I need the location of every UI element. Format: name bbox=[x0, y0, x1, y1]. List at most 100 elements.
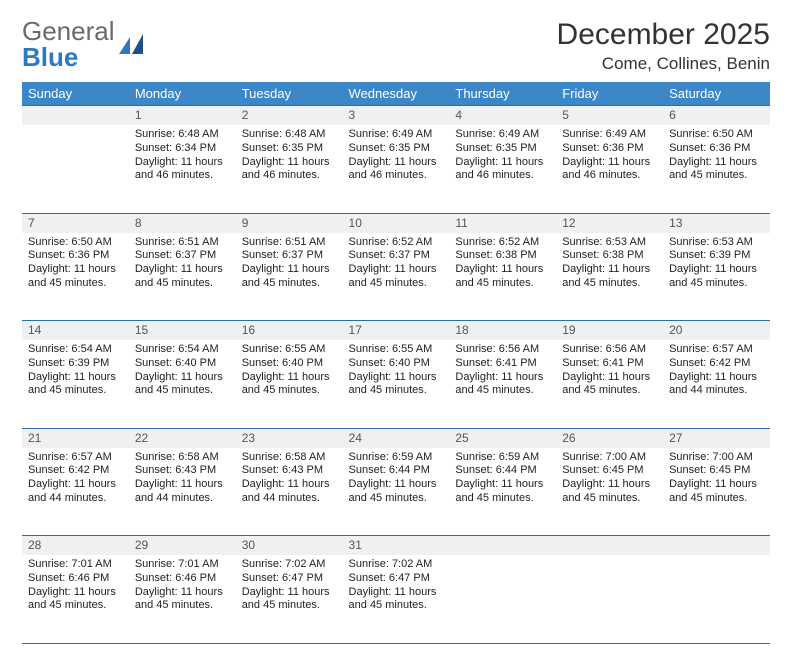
daylight-line: Daylight: 11 hours and 45 minutes. bbox=[349, 263, 444, 291]
sunset-line: Sunset: 6:37 PM bbox=[135, 249, 230, 263]
sunrise-line: Sunrise: 6:49 AM bbox=[349, 128, 444, 142]
logo-sail-icon bbox=[119, 34, 145, 54]
day-number-row: 28293031 bbox=[22, 536, 770, 556]
day-header: Wednesday bbox=[343, 82, 450, 106]
calendar-head: SundayMondayTuesdayWednesdayThursdayFrid… bbox=[22, 82, 770, 106]
day-cell: Sunrise: 6:58 AMSunset: 6:43 PMDaylight:… bbox=[236, 448, 343, 536]
daylight-line: Daylight: 11 hours and 45 minutes. bbox=[455, 263, 550, 291]
sunset-line: Sunset: 6:41 PM bbox=[562, 357, 657, 371]
daylight-line: Daylight: 11 hours and 45 minutes. bbox=[28, 263, 123, 291]
day-number-row: 21222324252627 bbox=[22, 428, 770, 448]
day-number-cell: 24 bbox=[343, 428, 450, 448]
header-bar: General Blue December 2025 Come, Colline… bbox=[22, 18, 770, 74]
day-content-row: Sunrise: 6:54 AMSunset: 6:39 PMDaylight:… bbox=[22, 340, 770, 428]
day-number-cell: 10 bbox=[343, 213, 450, 233]
daylight-line: Daylight: 11 hours and 45 minutes. bbox=[562, 371, 657, 399]
day-cell: Sunrise: 6:55 AMSunset: 6:40 PMDaylight:… bbox=[343, 340, 450, 428]
day-number-cell: 25 bbox=[449, 428, 556, 448]
day-number-row: 123456 bbox=[22, 106, 770, 126]
daylight-line: Daylight: 11 hours and 45 minutes. bbox=[669, 263, 764, 291]
day-number-cell: 23 bbox=[236, 428, 343, 448]
day-number-cell: 15 bbox=[129, 321, 236, 341]
day-number-cell: 17 bbox=[343, 321, 450, 341]
day-number-cell: 30 bbox=[236, 536, 343, 556]
sunset-line: Sunset: 6:46 PM bbox=[135, 572, 230, 586]
daylight-line: Daylight: 11 hours and 45 minutes. bbox=[135, 371, 230, 399]
day-number-cell: 14 bbox=[22, 321, 129, 341]
sunset-line: Sunset: 6:38 PM bbox=[562, 249, 657, 263]
sunrise-line: Sunrise: 6:58 AM bbox=[135, 451, 230, 465]
sunset-line: Sunset: 6:35 PM bbox=[455, 142, 550, 156]
sunrise-line: Sunrise: 6:50 AM bbox=[669, 128, 764, 142]
sunset-line: Sunset: 6:36 PM bbox=[669, 142, 764, 156]
day-header: Sunday bbox=[22, 82, 129, 106]
logo: General Blue bbox=[22, 18, 145, 70]
day-number-cell: 3 bbox=[343, 106, 450, 126]
sunrise-line: Sunrise: 6:49 AM bbox=[455, 128, 550, 142]
logo-part2: Blue bbox=[22, 42, 78, 72]
day-number-cell: 31 bbox=[343, 536, 450, 556]
calendar-page: General Blue December 2025 Come, Colline… bbox=[0, 0, 792, 656]
daylight-line: Daylight: 11 hours and 45 minutes. bbox=[242, 586, 337, 614]
daylight-line: Daylight: 11 hours and 46 minutes. bbox=[455, 156, 550, 184]
daylight-line: Daylight: 11 hours and 44 minutes. bbox=[242, 478, 337, 506]
daylight-line: Daylight: 11 hours and 45 minutes. bbox=[135, 263, 230, 291]
day-number-cell bbox=[663, 536, 770, 556]
daylight-line: Daylight: 11 hours and 45 minutes. bbox=[28, 586, 123, 614]
sunrise-line: Sunrise: 6:56 AM bbox=[455, 343, 550, 357]
sunset-line: Sunset: 6:46 PM bbox=[28, 572, 123, 586]
day-number-cell bbox=[449, 536, 556, 556]
sunrise-line: Sunrise: 6:55 AM bbox=[349, 343, 444, 357]
day-number-cell: 18 bbox=[449, 321, 556, 341]
daylight-line: Daylight: 11 hours and 46 minutes. bbox=[562, 156, 657, 184]
daylight-line: Daylight: 11 hours and 45 minutes. bbox=[135, 586, 230, 614]
sunset-line: Sunset: 6:36 PM bbox=[28, 249, 123, 263]
day-header: Friday bbox=[556, 82, 663, 106]
day-cell: Sunrise: 6:51 AMSunset: 6:37 PMDaylight:… bbox=[236, 233, 343, 321]
day-number-cell: 21 bbox=[22, 428, 129, 448]
sunset-line: Sunset: 6:39 PM bbox=[669, 249, 764, 263]
day-cell: Sunrise: 6:51 AMSunset: 6:37 PMDaylight:… bbox=[129, 233, 236, 321]
sunrise-line: Sunrise: 6:59 AM bbox=[455, 451, 550, 465]
sunrise-line: Sunrise: 7:00 AM bbox=[562, 451, 657, 465]
day-cell bbox=[22, 125, 129, 213]
day-header: Monday bbox=[129, 82, 236, 106]
sunset-line: Sunset: 6:35 PM bbox=[242, 142, 337, 156]
calendar-body: 123456Sunrise: 6:48 AMSunset: 6:34 PMDay… bbox=[22, 106, 770, 644]
day-header: Thursday bbox=[449, 82, 556, 106]
sunrise-line: Sunrise: 6:53 AM bbox=[562, 236, 657, 250]
calendar-table: SundayMondayTuesdayWednesdayThursdayFrid… bbox=[22, 82, 770, 644]
daylight-line: Daylight: 11 hours and 46 minutes. bbox=[242, 156, 337, 184]
sunrise-line: Sunrise: 6:53 AM bbox=[669, 236, 764, 250]
daylight-line: Daylight: 11 hours and 45 minutes. bbox=[242, 371, 337, 399]
day-number-cell: 22 bbox=[129, 428, 236, 448]
sunset-line: Sunset: 6:44 PM bbox=[455, 464, 550, 478]
daylight-line: Daylight: 11 hours and 44 minutes. bbox=[135, 478, 230, 506]
sunrise-line: Sunrise: 7:02 AM bbox=[349, 558, 444, 572]
day-cell bbox=[556, 555, 663, 643]
day-number-cell: 11 bbox=[449, 213, 556, 233]
sunrise-line: Sunrise: 6:52 AM bbox=[349, 236, 444, 250]
day-cell bbox=[663, 555, 770, 643]
location-label: Come, Collines, Benin bbox=[557, 54, 770, 74]
day-cell: Sunrise: 6:58 AMSunset: 6:43 PMDaylight:… bbox=[129, 448, 236, 536]
daylight-line: Daylight: 11 hours and 45 minutes. bbox=[349, 371, 444, 399]
sunset-line: Sunset: 6:45 PM bbox=[562, 464, 657, 478]
day-content-row: Sunrise: 6:50 AMSunset: 6:36 PMDaylight:… bbox=[22, 233, 770, 321]
sunrise-line: Sunrise: 6:52 AM bbox=[455, 236, 550, 250]
sunset-line: Sunset: 6:35 PM bbox=[349, 142, 444, 156]
sunset-line: Sunset: 6:41 PM bbox=[455, 357, 550, 371]
day-number-cell: 5 bbox=[556, 106, 663, 126]
sunset-line: Sunset: 6:42 PM bbox=[669, 357, 764, 371]
day-cell bbox=[449, 555, 556, 643]
day-number-row: 14151617181920 bbox=[22, 321, 770, 341]
daylight-line: Daylight: 11 hours and 45 minutes. bbox=[242, 263, 337, 291]
daylight-line: Daylight: 11 hours and 45 minutes. bbox=[669, 478, 764, 506]
day-cell: Sunrise: 7:02 AMSunset: 6:47 PMDaylight:… bbox=[236, 555, 343, 643]
daylight-line: Daylight: 11 hours and 45 minutes. bbox=[669, 156, 764, 184]
day-cell: Sunrise: 7:00 AMSunset: 6:45 PMDaylight:… bbox=[556, 448, 663, 536]
sunrise-line: Sunrise: 6:55 AM bbox=[242, 343, 337, 357]
day-number-cell: 29 bbox=[129, 536, 236, 556]
day-number-cell: 16 bbox=[236, 321, 343, 341]
day-cell: Sunrise: 6:55 AMSunset: 6:40 PMDaylight:… bbox=[236, 340, 343, 428]
